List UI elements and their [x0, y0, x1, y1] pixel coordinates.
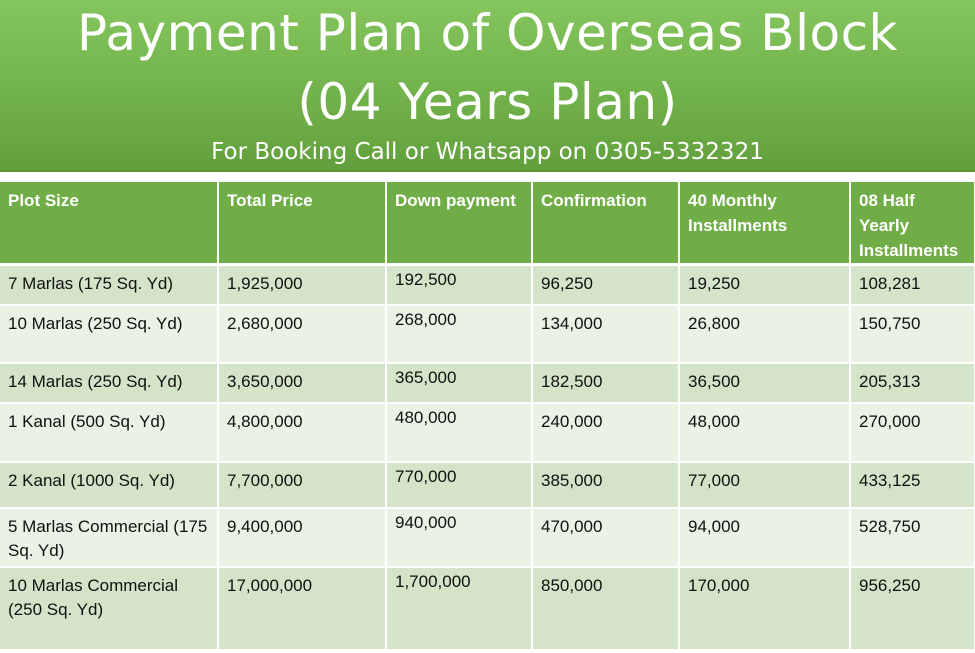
table-header-row: Plot Size Total Price Down payment Confi… [0, 182, 975, 266]
booking-contact-line: For Booking Call or Whatsapp on 0305-533… [211, 139, 764, 165]
cell-total-price: 7,700,000 [218, 461, 387, 509]
cell-plot-size: 14 Marlas (250 Sq. Yd) [0, 362, 219, 404]
cell-total-price: 4,800,000 [218, 402, 387, 463]
table-row: 2 Kanal (1000 Sq. Yd) 7,700,000 770,000 … [0, 461, 975, 509]
cell-half-yearly-installment: 150,750 [850, 304, 975, 364]
payment-plan-table: Plot Size Total Price Down payment Confi… [0, 182, 975, 651]
cell-monthly-installment: 26,800 [679, 304, 851, 364]
payment-plan-table-container: Plot Size Total Price Down payment Confi… [0, 182, 975, 653]
page-title-line-2: (04 Years Plan) [297, 73, 678, 131]
cell-total-price: 3,650,000 [218, 362, 387, 404]
cell-down-payment: 480,000 [386, 402, 533, 463]
cell-half-yearly-installment: 205,313 [850, 362, 975, 404]
column-header-monthly-installments: 40 Monthly Installments [679, 182, 851, 266]
cell-confirmation: 385,000 [532, 461, 680, 509]
cell-plot-size: 5 Marlas Commercial (175 Sq. Yd) [0, 507, 219, 568]
column-header-plot-size: Plot Size [0, 182, 219, 266]
cell-confirmation: 134,000 [532, 304, 680, 364]
table-row: 1 Kanal (500 Sq. Yd) 4,800,000 480,000 2… [0, 402, 975, 463]
cell-monthly-installment: 19,250 [679, 264, 851, 306]
table-row: 14 Marlas (250 Sq. Yd) 3,650,000 365,000… [0, 362, 975, 404]
cell-down-payment: 192,500 [386, 264, 533, 306]
cell-monthly-installment: 77,000 [679, 461, 851, 509]
cell-down-payment: 770,000 [386, 461, 533, 509]
column-header-total-price: Total Price [218, 182, 387, 266]
cell-confirmation: 850,000 [532, 566, 680, 651]
cell-half-yearly-installment: 270,000 [850, 402, 975, 463]
cell-monthly-installment: 48,000 [679, 402, 851, 463]
cell-plot-size: 7 Marlas (175 Sq. Yd) [0, 264, 219, 306]
cell-half-yearly-installment: 528,750 [850, 507, 975, 568]
cell-monthly-installment: 36,500 [679, 362, 851, 404]
cell-total-price: 2,680,000 [218, 304, 387, 364]
cell-total-price: 1,925,000 [218, 264, 387, 306]
cell-down-payment: 365,000 [386, 362, 533, 404]
cell-confirmation: 240,000 [532, 402, 680, 463]
table-row: 10 Marlas Commercial (250 Sq. Yd) 17,000… [0, 566, 975, 651]
table-row: 10 Marlas (250 Sq. Yd) 2,680,000 268,000… [0, 304, 975, 364]
page-title-line-1: Payment Plan of Overseas Block [76, 4, 899, 62]
column-header-half-yearly-installments: 08 Half Yearly Installments [850, 182, 975, 266]
cell-total-price: 17,000,000 [218, 566, 387, 651]
column-header-confirmation: Confirmation [532, 182, 680, 266]
cell-plot-size: 10 Marlas (250 Sq. Yd) [0, 304, 219, 364]
table-row: 7 Marlas (175 Sq. Yd) 1,925,000 192,500 … [0, 264, 975, 306]
cell-confirmation: 470,000 [532, 507, 680, 568]
cell-half-yearly-installment: 956,250 [850, 566, 975, 651]
cell-confirmation: 182,500 [532, 362, 680, 404]
cell-plot-size: 1 Kanal (500 Sq. Yd) [0, 402, 219, 463]
cell-plot-size: 10 Marlas Commercial (250 Sq. Yd) [0, 566, 219, 651]
cell-total-price: 9,400,000 [218, 507, 387, 568]
cell-down-payment: 940,000 [386, 507, 533, 568]
cell-down-payment: 268,000 [386, 304, 533, 364]
cell-down-payment: 1,700,000 [386, 566, 533, 651]
column-header-down-payment: Down payment [386, 182, 533, 266]
cell-plot-size: 2 Kanal (1000 Sq. Yd) [0, 461, 219, 509]
cell-half-yearly-installment: 433,125 [850, 461, 975, 509]
cell-confirmation: 96,250 [532, 264, 680, 306]
title-banner: Payment Plan of Overseas Block (04 Years… [0, 0, 975, 172]
cell-half-yearly-installment: 108,281 [850, 264, 975, 306]
cell-monthly-installment: 170,000 [679, 566, 851, 651]
table-row: 5 Marlas Commercial (175 Sq. Yd) 9,400,0… [0, 507, 975, 568]
cell-monthly-installment: 94,000 [679, 507, 851, 568]
